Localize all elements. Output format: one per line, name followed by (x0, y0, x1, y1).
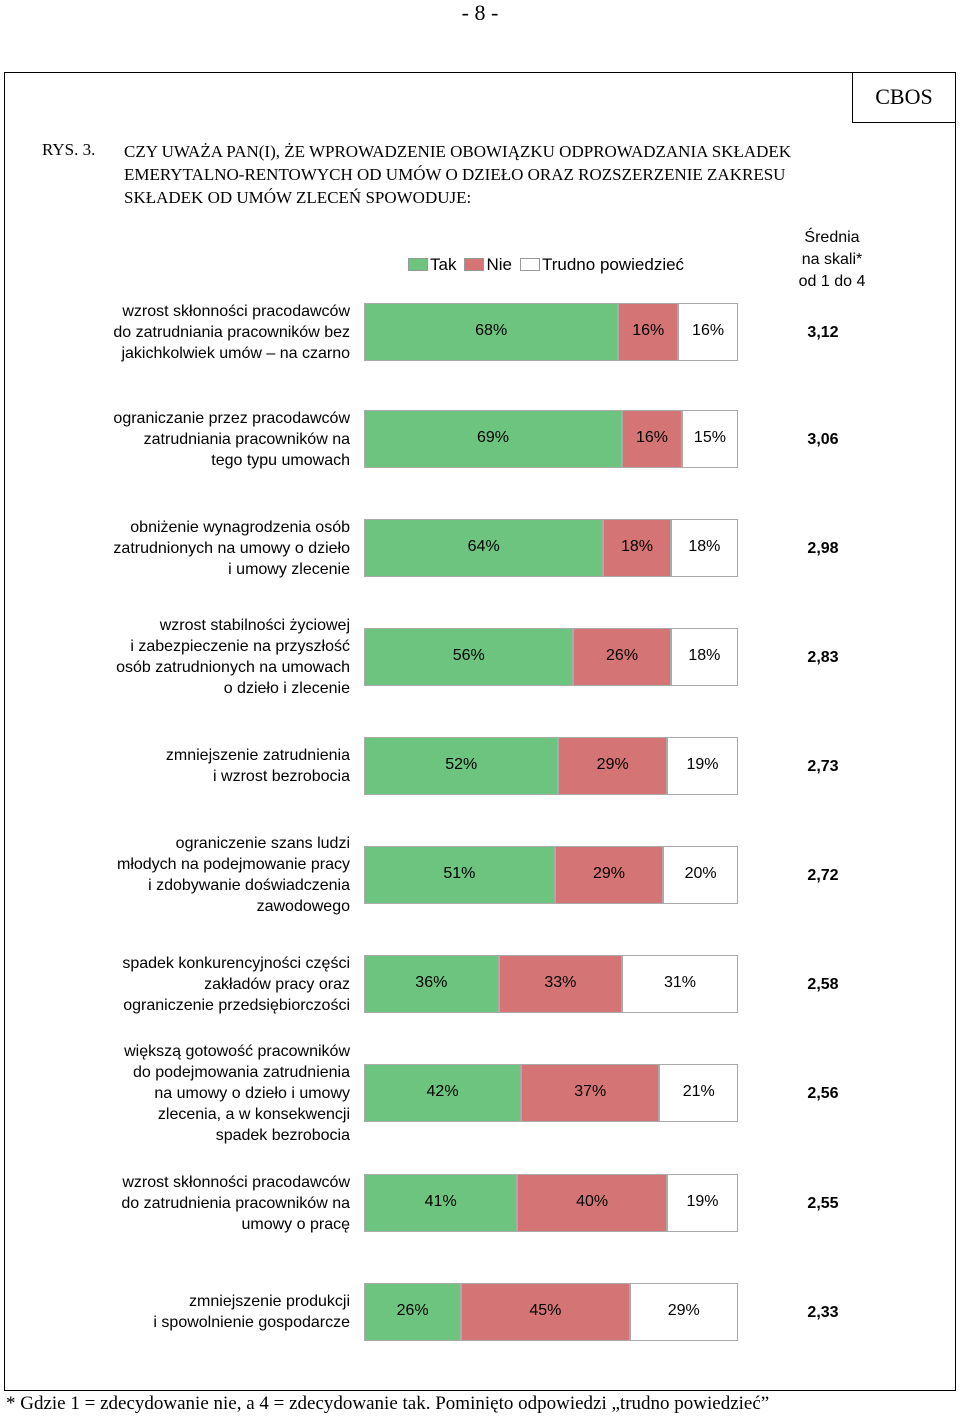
value-label: 20% (684, 865, 717, 882)
bar-segment (666, 737, 738, 795)
value-label: 26% (606, 647, 639, 664)
value-label: 16% (632, 322, 665, 339)
bar-segment (517, 1174, 667, 1232)
legend-swatch (464, 258, 485, 271)
mean-value: 3,12 (807, 324, 839, 341)
bar-segment (364, 846, 555, 904)
legend-label: Tak (430, 255, 457, 274)
value-label: 21% (682, 1083, 715, 1100)
category-label: ograniczanie przez pracodawców zatrudnia… (113, 409, 350, 469)
bar-segment (554, 846, 664, 904)
category-label: zmniejszenie zatrudnienia i wzrost bezro… (165, 747, 350, 785)
category-label: ograniczenie szans ludzi młodych na pode… (116, 835, 350, 915)
page-number: - 8 - (461, 0, 499, 25)
bar-segment (364, 1064, 522, 1122)
value-label: 45% (529, 1302, 562, 1319)
value-label: 18% (688, 647, 721, 664)
value-label: 29% (596, 756, 629, 773)
value-label: 29% (592, 865, 625, 882)
value-label: 56% (452, 647, 485, 664)
bar-segment (618, 303, 679, 361)
bar-segment (461, 1283, 630, 1341)
value-label: 37% (574, 1083, 607, 1100)
bar-segment (364, 410, 623, 468)
legend: Tak Nie Trudno powiedzieć (408, 255, 692, 275)
mean-value: 2,58 (807, 976, 839, 993)
value-label: 15% (693, 429, 726, 446)
value-label: 19% (686, 756, 719, 773)
value-label: 64% (467, 538, 500, 555)
chart-title: CZY UWAŻA PAN(I), ŻE WPROWADZENIE OBOWIĄ… (124, 142, 792, 207)
category-label: spadek konkurencyjności części zakładów … (122, 954, 350, 1014)
category-label: większą gotowość pracowników do podejmow… (124, 1042, 350, 1144)
value-label: 31% (664, 974, 697, 991)
category-label: zmniejszenie produkcji i spowolnienie go… (153, 1293, 350, 1331)
bar-segment (666, 1174, 738, 1232)
bar-segment (670, 519, 738, 577)
mean-value: 2,56 (807, 1085, 839, 1102)
bar-segment (663, 846, 738, 904)
bar-segment (573, 628, 671, 686)
value-label: 19% (686, 1193, 719, 1210)
legend-label: Trudno powiedzieć (541, 255, 685, 274)
mean-value: 2,73 (807, 758, 839, 775)
value-label: 52% (445, 756, 478, 773)
value-label: 69% (477, 429, 510, 446)
value-label: 29% (667, 1302, 700, 1319)
value-label: 41% (424, 1193, 457, 1210)
value-label: 51% (443, 865, 476, 882)
bar-segment (670, 628, 738, 686)
value-label: 18% (621, 538, 654, 555)
publisher: CBOS (852, 72, 955, 123)
value-label: 42% (426, 1083, 459, 1100)
category-label: wzrost skłonności pracodawców do zatrudn… (121, 1173, 350, 1233)
legend-swatch (408, 258, 428, 271)
value-label: 40% (576, 1193, 609, 1210)
legend-label: Nie (486, 255, 512, 274)
bar-segment (603, 519, 671, 577)
mean-value: 2,83 (807, 649, 839, 666)
bar-segment (678, 303, 738, 361)
value-label: 16% (635, 429, 668, 446)
bar-segment (681, 410, 738, 468)
bar-segment (364, 737, 559, 795)
value-label: 18% (688, 538, 721, 555)
mean-header: Średnia na skali* od 1 do 4 (798, 229, 866, 290)
frame (4, 72, 956, 1391)
bar-segment (364, 1174, 518, 1232)
bar-segment (659, 1064, 738, 1122)
bar-segment (521, 1064, 660, 1122)
bar-segment (364, 519, 604, 577)
bar-segment (629, 1283, 738, 1341)
bar-segment (622, 410, 682, 468)
bar-segment (364, 955, 499, 1013)
value-label: 26% (396, 1302, 429, 1319)
bar-segment (364, 303, 619, 361)
mean-value: 2,33 (807, 1304, 839, 1321)
mean-value: 3,06 (807, 431, 839, 448)
value-label: 16% (692, 322, 725, 339)
bar-segment (364, 628, 574, 686)
mean-value: 2,98 (807, 540, 839, 557)
value-label: 36% (415, 974, 448, 991)
bar-segment (558, 737, 667, 795)
category-label: obniżenie wynagrodzenia osób zatrudniony… (113, 518, 350, 578)
bar-segment (498, 955, 623, 1013)
mean-value: 2,55 (807, 1195, 839, 1212)
figure-label: RYS. 3. (42, 140, 96, 159)
bar-segment (622, 955, 738, 1013)
bar-segment (364, 1283, 462, 1341)
value-label: 33% (544, 974, 577, 991)
category-label: wzrost skłonności pracodawców do zatrudn… (113, 302, 350, 362)
footnote: * Gdzie 1 = zdecydowanie nie, a 4 = zdec… (6, 1393, 770, 1414)
category-label: wzrost stabilności życiowej i zabezpiecz… (116, 617, 350, 697)
mean-value: 2,72 (807, 867, 839, 884)
value-label: 68% (475, 322, 508, 339)
legend-swatch (519, 258, 540, 271)
